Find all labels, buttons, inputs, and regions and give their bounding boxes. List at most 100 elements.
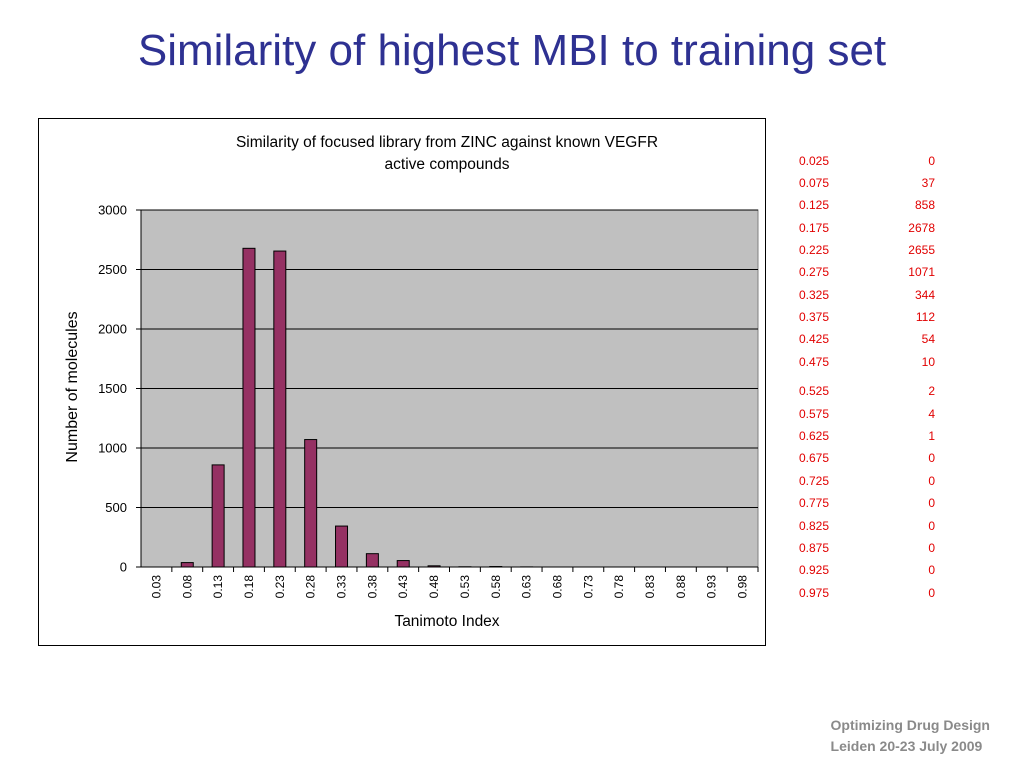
table-cell-count: 0 [928, 519, 935, 533]
table-cell-tanimoto: 0.375 [799, 310, 830, 324]
x-tick-label: 0.83 [643, 575, 657, 599]
table-cell-tanimoto: 0.275 [799, 265, 830, 279]
bar-0.38 [365, 553, 379, 568]
table-cell-tanimoto: 0.475 [799, 355, 830, 369]
table-cell-count: 0 [928, 586, 935, 600]
footer-event-date: Leiden 20-23 July 2009 [830, 738, 983, 754]
footer: Optimizing Drug Design Leiden 20-23 July… [831, 715, 990, 757]
x-tick-label: 0.63 [520, 575, 534, 599]
chart-title-line-1: Similarity of focused library from ZINC … [236, 134, 658, 151]
table-cell-count: 0 [928, 496, 935, 510]
table-row: 0.525 2 [799, 384, 935, 404]
y-tick-label: 2000 [98, 322, 127, 337]
x-tick-label: 0.03 [149, 575, 163, 599]
x-tick-label: 0.13 [211, 575, 225, 599]
bar-0.23 [273, 250, 287, 568]
bar-0.28 [304, 439, 318, 568]
table-cell-tanimoto: 0.025 [799, 154, 830, 168]
y-tick-label: 500 [105, 500, 127, 515]
x-tick-label: 0.88 [674, 575, 688, 599]
footer-event-title: Optimizing Drug Design [830, 717, 990, 733]
x-tick-label: 0.93 [705, 575, 719, 599]
y-tick-label: 0 [120, 560, 127, 575]
x-tick-label: 0.98 [736, 575, 750, 599]
table-cell-count: 4 [928, 407, 935, 421]
table-cell-count: 0 [928, 474, 935, 488]
table-cell-count: 0 [928, 541, 935, 555]
bar-0.08 [180, 562, 194, 568]
x-tick-label: 0.48 [427, 575, 441, 599]
table-cell-tanimoto: 0.425 [799, 332, 830, 346]
table-cell-count: 0 [928, 154, 935, 168]
bar-0.48 [427, 565, 441, 568]
x-tick-label: 0.08 [180, 575, 194, 599]
y-tick-label: 1000 [98, 441, 127, 456]
table-cell-count: 10 [921, 355, 935, 369]
x-tick-label: 0.18 [242, 575, 256, 599]
table-cell-tanimoto: 0.325 [799, 288, 830, 302]
table-cell-tanimoto: 0.725 [799, 474, 830, 488]
table-cell-count: 2655 [908, 243, 935, 257]
bar-0.13 [211, 464, 225, 568]
y-axis-label: Number of molecules [64, 311, 81, 462]
table-cell-count: 0 [928, 563, 935, 577]
table-cell-count: 112 [915, 310, 935, 324]
table-cell-count: 2 [928, 384, 935, 398]
table-row: 0.475 10 [799, 355, 935, 375]
table-row: 0.875 0 [799, 541, 935, 561]
table-row: 0.125 858 [799, 198, 935, 218]
table-row: 0.175 2678 [799, 221, 935, 241]
table-cell-tanimoto: 0.975 [799, 586, 830, 600]
table-cell-tanimoto: 0.075 [799, 176, 830, 190]
table-cell-tanimoto: 0.125 [799, 198, 830, 212]
table-row: 0.425 54 [799, 332, 935, 352]
chart-title-line-2: active compounds [385, 156, 510, 173]
x-axis-label: Tanimoto Index [394, 613, 499, 630]
table-row: 0.375 112 [799, 310, 935, 330]
table-cell-tanimoto: 0.175 [799, 221, 830, 235]
chart-frame: Similarity of focused library from ZINC … [38, 118, 766, 646]
table-cell-count: 54 [921, 332, 935, 346]
table-row: 0.325 344 [799, 288, 935, 308]
x-tick-label: 0.73 [581, 575, 595, 599]
bar-0.43 [396, 560, 410, 568]
table-row: 0.275 1071 [799, 265, 935, 285]
y-tick-label: 2500 [98, 262, 127, 277]
x-tick-label: 0.28 [304, 575, 318, 599]
table-row: 0.225 2655 [799, 243, 935, 263]
table-cell-tanimoto: 0.875 [799, 541, 830, 555]
table-row: 0.825 0 [799, 519, 935, 539]
table-row: 0.575 4 [799, 407, 935, 427]
table-cell-count: 37 [921, 176, 935, 190]
table-cell-tanimoto: 0.225 [799, 243, 830, 257]
x-tick-label: 0.78 [612, 575, 626, 599]
table-row: 0.725 0 [799, 474, 935, 494]
x-tick-label: 0.58 [489, 575, 503, 599]
bar-0.18 [242, 247, 256, 568]
bar-chart: Similarity of focused library from ZINC … [64, 134, 759, 630]
table-cell-tanimoto: 0.525 [799, 384, 830, 398]
table-cell-tanimoto: 0.775 [799, 496, 830, 510]
table-row: 0.025 0 [799, 154, 935, 174]
table-cell-count: 344 [914, 288, 935, 302]
table-cell-tanimoto: 0.675 [799, 451, 830, 465]
slide-title: Similarity of highest MBI to training se… [137, 26, 887, 75]
table-row: 0.775 0 [799, 496, 935, 516]
x-tick-label: 0.53 [458, 575, 472, 599]
table-cell-count: 1 [928, 429, 935, 443]
table-cell-tanimoto: 0.925 [799, 563, 830, 577]
table-row: 0.925 0 [799, 563, 935, 583]
y-tick-label: 3000 [98, 203, 127, 218]
y-tick-label: 1500 [98, 381, 127, 396]
table-row: 0.075 37 [799, 176, 935, 196]
bar-0.33 [335, 525, 349, 568]
table-cell-tanimoto: 0.625 [799, 429, 830, 443]
table-cell-count: 0 [928, 451, 935, 465]
x-tick-label: 0.68 [550, 575, 564, 599]
table-cell-tanimoto: 0.825 [799, 519, 830, 533]
table-cell-count: 1071 [908, 265, 935, 279]
table-cell-count: 2678 [908, 221, 935, 235]
x-tick-label: 0.43 [396, 575, 410, 599]
x-tick-label: 0.23 [273, 575, 287, 599]
x-tick-label: 0.33 [335, 575, 349, 599]
